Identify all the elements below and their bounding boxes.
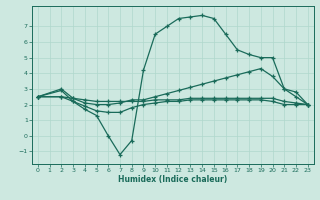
X-axis label: Humidex (Indice chaleur): Humidex (Indice chaleur) [118, 175, 228, 184]
